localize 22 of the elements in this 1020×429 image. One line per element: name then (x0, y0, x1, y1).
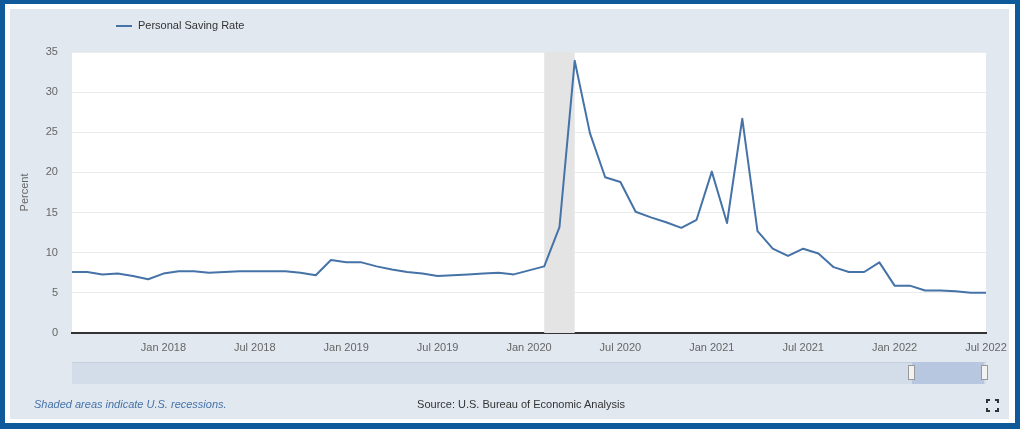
x-tick-label: Jan 2022 (871, 340, 918, 353)
source-note: Source: U.S. Bureau of Economic Analysis (417, 398, 626, 411)
x-tick-label: Jul 2019 (416, 340, 459, 353)
y-tick-label: 25 (45, 125, 58, 138)
x-tick-label: Jul 2018 (234, 340, 276, 353)
x-tick-label: Jan 2021 (689, 340, 735, 353)
y-axis-title: Percent (17, 173, 30, 212)
x-tick-label: Jan 2019 (323, 340, 369, 353)
x-tick-label: Jul 2022 (965, 340, 1007, 353)
y-tick-label: 10 (45, 245, 58, 258)
text: Shaded areas indicate U.S. recessions. (34, 398, 227, 411)
x-tick-label: Jan 2020 (506, 340, 552, 353)
y-tick-label: 0 (51, 326, 58, 339)
y-tick-label: 30 (45, 85, 58, 98)
y-tick-label: 5 (51, 285, 58, 298)
y-tick-label: 20 (45, 165, 58, 178)
y-tick-label: 35 (45, 45, 58, 58)
x-tick-label: Jul 2020 (599, 340, 642, 353)
y-tick-label: 15 (45, 205, 58, 218)
x-tick-label: Jul 2021 (782, 340, 824, 353)
x-tick-label: Jan 2018 (140, 340, 187, 353)
legend-label: Personal Saving Rate (138, 19, 245, 32)
